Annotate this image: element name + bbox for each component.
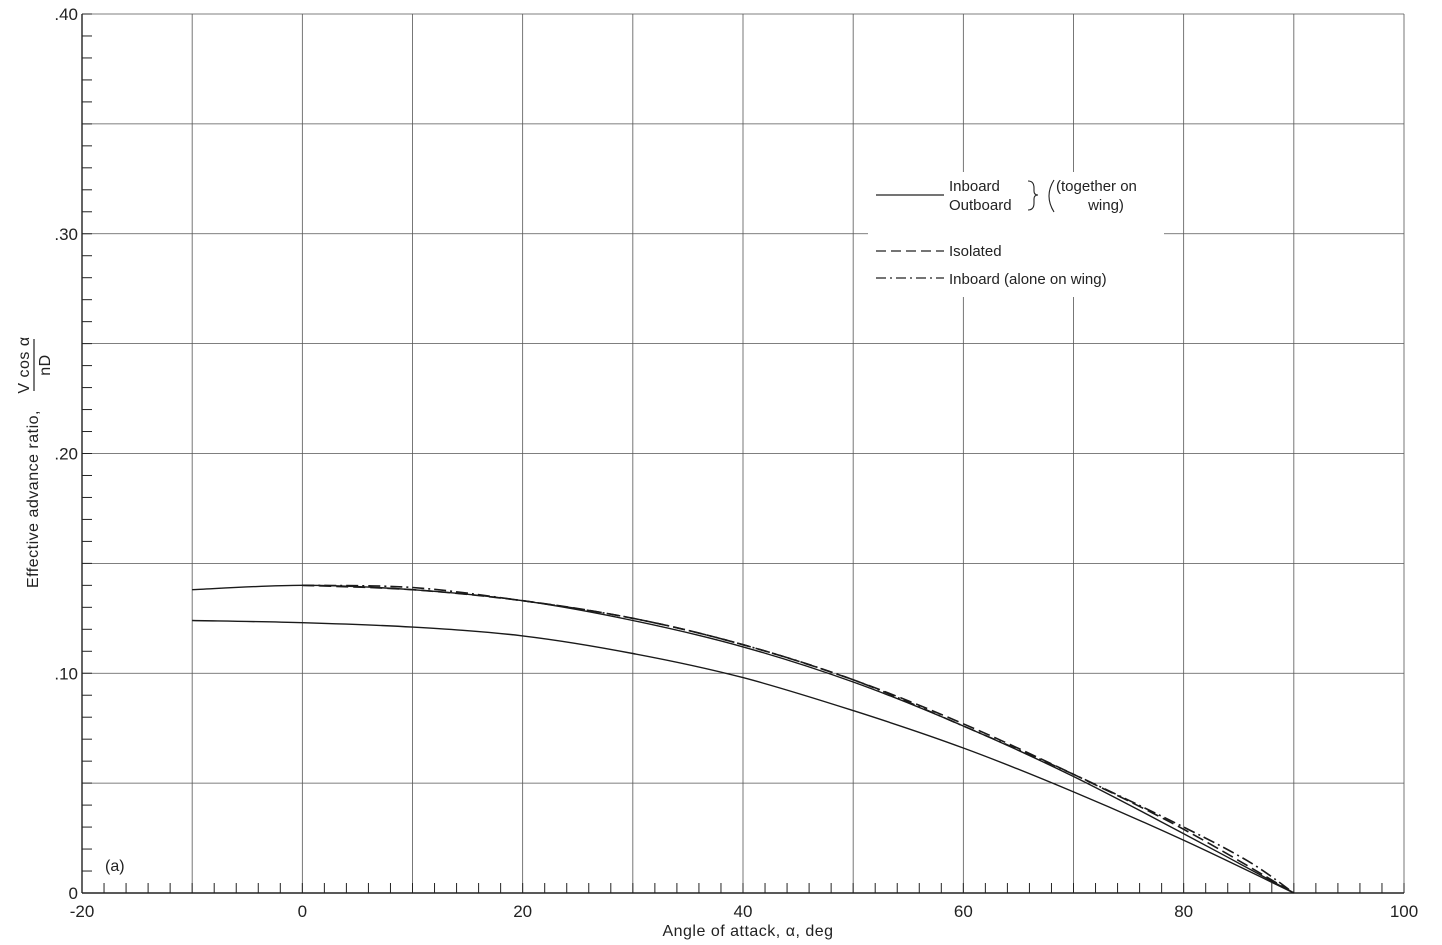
- legend-note-line1: (together on: [1056, 178, 1137, 195]
- y-tick-labels: 0 .10 .20 .30 .40: [54, 5, 78, 903]
- y-axis-title: Effective advance ratio, V cos α nD: [16, 336, 54, 588]
- y-tick-label: 0: [69, 884, 78, 903]
- legend-paren-left: [1048, 179, 1055, 213]
- x-tick-label: 100: [1390, 902, 1418, 921]
- legend-background: [868, 172, 1164, 297]
- series-line-4-dash-dot: [302, 584, 1295, 894]
- legend-label-isolated: Isolated: [949, 243, 1002, 260]
- y-tick-label: .30: [54, 225, 78, 244]
- y-tick-label: .10: [54, 664, 78, 683]
- y-tick-label: .40: [54, 5, 78, 24]
- legend: Inboard Outboard (together on wing) Isol…: [868, 172, 1164, 297]
- x-tick-label: 40: [734, 902, 753, 921]
- x-tick-label: -20: [70, 902, 95, 921]
- y-tick-label: .20: [54, 445, 78, 464]
- y-axis-fraction-denominator: nD: [37, 354, 54, 375]
- x-axis-title: Angle of attack, α, deg: [662, 923, 833, 940]
- grid: [81, 13, 1405, 894]
- legend-brace: [1027, 180, 1039, 211]
- series-line-1-solid: [192, 584, 1295, 894]
- minor-ticks: [81, 13, 1405, 894]
- series-line-3-dashed: [302, 584, 1295, 894]
- series-line-2-solid: [192, 619, 1295, 894]
- x-tick-label: 0: [298, 902, 307, 921]
- legend-label-outboard: Outboard: [949, 197, 1012, 214]
- legend-label-inboard: Inboard: [949, 178, 1000, 195]
- legend-note-line2: wing): [1087, 197, 1124, 214]
- x-tick-label: 80: [1174, 902, 1193, 921]
- x-tick-label: 20: [513, 902, 532, 921]
- legend-label-inboard-alone: Inboard (alone on wing): [949, 271, 1107, 288]
- x-tick-labels: -20 0 20 40 60 80 100: [70, 902, 1418, 921]
- panel-label: (a): [105, 858, 125, 875]
- series-group: [192, 584, 1295, 894]
- y-axis-title-text: Effective advance ratio,: [25, 410, 42, 588]
- x-tick-label: 60: [954, 902, 973, 921]
- y-axis-fraction-numerator: V cos α: [16, 336, 33, 393]
